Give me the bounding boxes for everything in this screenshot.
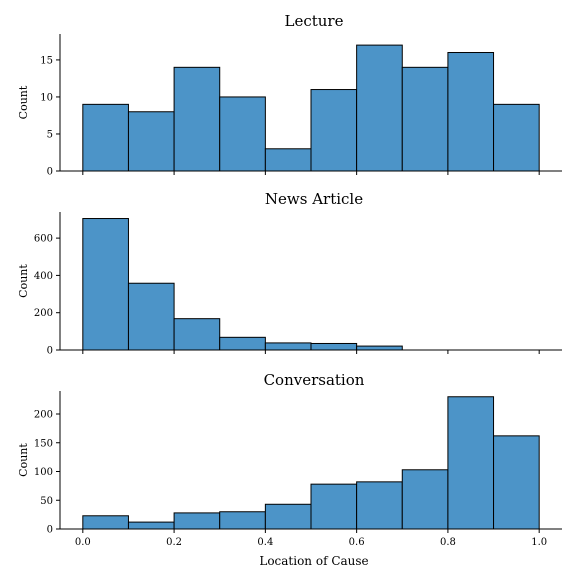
y-tick-label: 200 <box>34 308 53 319</box>
x-tick-label: 0.4 <box>257 537 273 548</box>
y-tick-label: 0 <box>47 167 53 178</box>
histogram-bar <box>82 515 129 530</box>
histogram-bar <box>82 218 129 351</box>
y-tick-label: 0 <box>47 525 53 536</box>
y-axis-label: Count <box>17 85 30 119</box>
y-tick-label: 15 <box>40 55 53 66</box>
histogram-bar <box>356 481 403 530</box>
x-axis-label: Location of Cause <box>259 554 368 568</box>
histogram-bar <box>173 318 221 351</box>
y-tick-label: 5 <box>47 129 53 140</box>
histogram-bar <box>82 103 129 172</box>
x-tick-label: 0.6 <box>349 537 365 548</box>
histogram-bar <box>356 345 403 351</box>
histogram-bar <box>127 111 175 172</box>
histogram-bar <box>219 336 266 351</box>
y-tick-label: 10 <box>40 92 53 103</box>
histogram-bar <box>401 469 449 530</box>
histogram-bar <box>310 483 358 530</box>
histogram-bar <box>127 282 175 351</box>
histogram-bar <box>127 521 175 530</box>
y-tick-label: 0 <box>47 346 53 357</box>
histogram-bar <box>447 396 495 530</box>
y-axis-label: Count <box>17 443 30 477</box>
histogram-bar <box>356 44 403 172</box>
histogram-bar <box>310 89 358 172</box>
histogram-bar <box>173 66 221 172</box>
x-tick-label: 0.2 <box>166 537 182 548</box>
y-tick-label: 400 <box>34 271 53 282</box>
y-tick-label: 600 <box>34 234 53 245</box>
panel-1: Lecture 0 5 10 15 Count <box>17 12 562 178</box>
histogram-bar <box>219 511 266 530</box>
x-tick-label: 0.0 <box>75 537 91 548</box>
histogram-bar <box>493 435 540 530</box>
histogram-bar <box>493 103 540 172</box>
y-tick-label: 100 <box>34 467 53 478</box>
panel-3: Conversation 0 50 100 150 200 0.0 0.2 0.4 0.6 0.8 1… <box>17 371 562 568</box>
histogram-bar <box>264 342 312 351</box>
histogram-bar <box>219 96 266 172</box>
histogram-bar <box>447 52 495 172</box>
histogram-bar <box>310 342 358 351</box>
panel-title: Lecture <box>285 12 344 30</box>
histogram-bar <box>401 66 449 172</box>
panel-2: News Article 0 200 400 600 Count <box>17 190 562 357</box>
y-tick-label: 150 <box>34 438 53 449</box>
panel-title: News Article <box>265 190 363 208</box>
histogram-bar <box>264 503 312 530</box>
y-tick-label: 50 <box>40 496 53 507</box>
x-tick-label: 0.8 <box>440 537 456 548</box>
histogram-bar <box>264 148 312 172</box>
panel-title: Conversation <box>264 371 365 389</box>
x-tick-label: 1.0 <box>531 537 547 548</box>
y-tick-label: 200 <box>34 410 53 421</box>
histogram-bar <box>173 512 221 530</box>
y-axis-label: Count <box>17 264 30 298</box>
